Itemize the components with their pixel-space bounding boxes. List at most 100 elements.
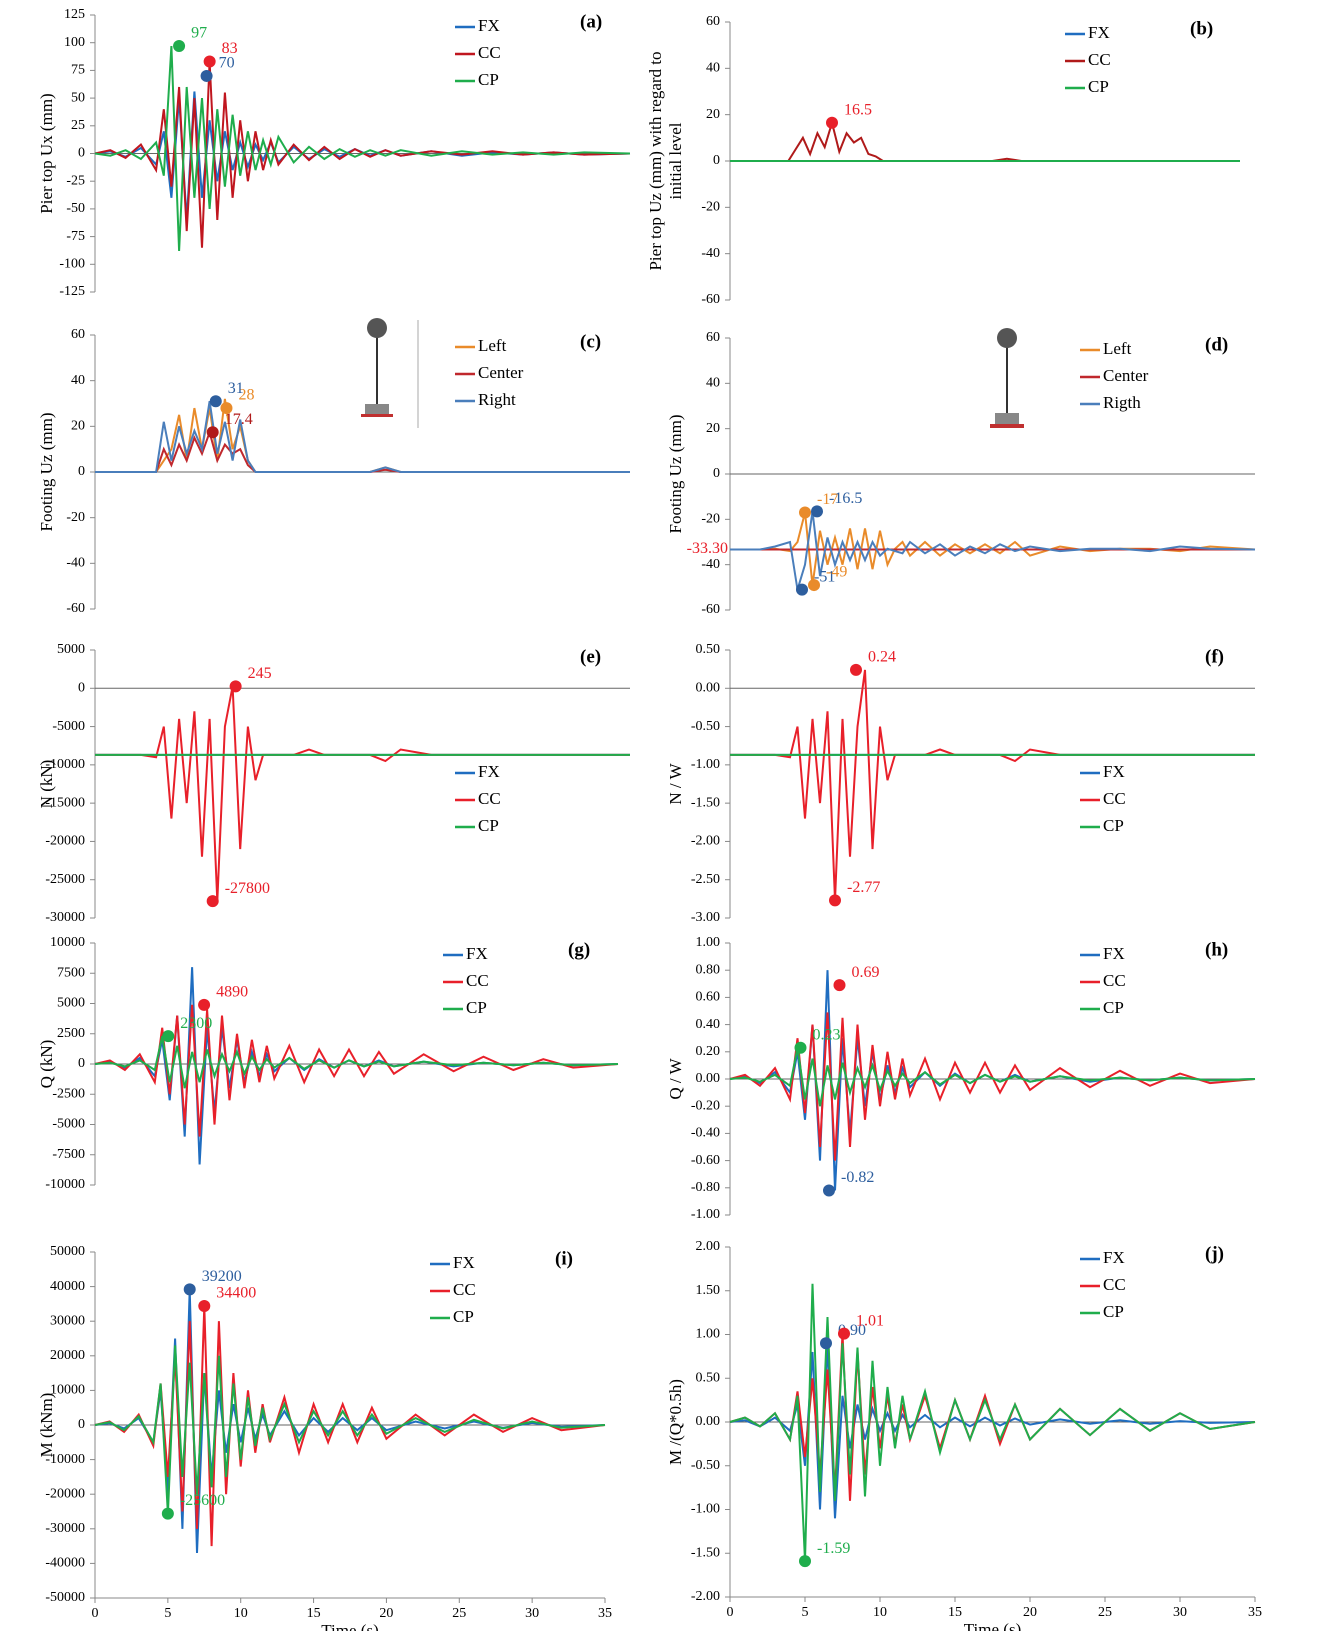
- y-tick-label: 0.80: [696, 962, 721, 977]
- y-tick-label: 40: [706, 61, 720, 76]
- annotation-dot: [799, 506, 811, 519]
- y-tick-label: -3.00: [691, 910, 720, 925]
- y-tick-label: -50: [66, 201, 85, 216]
- y-tick-label: 1.00: [696, 1327, 721, 1342]
- series-line: [94, 45, 631, 252]
- annotation-dot: [796, 583, 808, 596]
- annotation-dot: [850, 663, 862, 676]
- x-tick-label: 10: [873, 1605, 887, 1620]
- series-line: [94, 1035, 619, 1089]
- y-tick-label: 50: [71, 90, 85, 105]
- y-tick-label: -40: [701, 246, 720, 261]
- x-tick-label: 20: [379, 1606, 393, 1621]
- y-tick-label: -5000: [52, 719, 85, 734]
- y-tick-label: 5000: [57, 642, 85, 657]
- panel-label: (c): [580, 331, 601, 352]
- annotation-label: 97: [191, 25, 207, 42]
- legend-label: CP: [478, 816, 499, 835]
- x-tick-label: 0: [92, 1606, 99, 1621]
- y-tick-label: 60: [706, 330, 720, 345]
- annotation-dot: [220, 402, 233, 415]
- series-line: [729, 1283, 1256, 1562]
- y-tick-label: -40: [66, 556, 85, 571]
- y-tick-label: -30000: [45, 1521, 85, 1536]
- panel: -3.00 -2.50 -2.00 -1.50 -1.00 -0.50 0.00 0.50 N …: [666, 642, 1255, 925]
- y-tick-label: -1.00: [691, 757, 720, 772]
- y-tick-label: -10000: [45, 757, 85, 772]
- annotation-dot: [794, 1041, 807, 1054]
- y-tick-label: 60: [706, 14, 720, 29]
- legend-label: CC: [466, 971, 489, 990]
- legend-label: FX: [1103, 762, 1125, 781]
- annotation-dot: [829, 894, 841, 907]
- y-tick-label: -60: [701, 602, 720, 617]
- annotation-label: 245: [248, 665, 272, 682]
- y-tick-label: -50000: [45, 1590, 85, 1605]
- y-axis-label: Q / W: [666, 1057, 685, 1099]
- y-axis-label: M /(Q*0.5h): [666, 1379, 685, 1465]
- x-tick-label: 30: [525, 1606, 539, 1621]
- y-tick-label: 0: [713, 153, 720, 168]
- series-line: [729, 1047, 1256, 1107]
- annotation-dot: [811, 505, 823, 518]
- legend-label: Center: [478, 363, 524, 382]
- legend-label: FX: [1103, 944, 1125, 963]
- legend-label: FX: [1088, 23, 1110, 42]
- annotation-label: 39200: [202, 1268, 242, 1285]
- y-tick-label: 25: [71, 118, 85, 133]
- series-line: [730, 511, 1256, 590]
- y-tick-label: 0.00: [696, 1071, 721, 1086]
- x-tick-label: 10: [234, 1606, 248, 1621]
- y-tick-label: 75: [71, 63, 85, 78]
- y-tick-label: -1.50: [691, 795, 720, 810]
- y-tick-label: 7500: [57, 965, 85, 980]
- y-axis-label: M (kNm): [37, 1393, 56, 1458]
- pier-icon: [361, 318, 419, 428]
- legend-label: FX: [453, 1253, 475, 1272]
- annotation-dot: [838, 1327, 850, 1340]
- y-tick-label: -7500: [52, 1147, 85, 1162]
- y-tick-label: 5000: [57, 996, 85, 1011]
- series-line: [730, 119, 1240, 162]
- y-tick-label: 50000: [50, 1244, 85, 1259]
- y-tick-label: -2.00: [691, 834, 720, 849]
- y-tick-label: 40: [706, 376, 720, 391]
- legend-label: CC: [453, 1280, 476, 1299]
- panel: -60 -40 -20 0 20 40 60 Footing Uz (mm) Left Cente…: [37, 327, 630, 616]
- y-tick-label: 0.00: [696, 681, 721, 696]
- y-tick-label: -2.00: [691, 1589, 720, 1604]
- y-tick-label: -20: [66, 510, 85, 525]
- annotation-dot: [200, 69, 213, 82]
- y-tick-label: -40000: [45, 1556, 85, 1571]
- y-tick-label: 0: [78, 681, 85, 696]
- panel: -60 -40 -20 0 20 40 60 Footing Uz (mm) Left Cente…: [666, 330, 1256, 617]
- y-tick-label: -25000: [45, 872, 85, 887]
- legend-label: Left: [478, 336, 507, 355]
- annotation-label: 2300: [180, 1015, 212, 1032]
- y-tick-label: -100: [59, 257, 85, 272]
- panel-label: (e): [580, 646, 601, 667]
- legend-label: Rigth: [1103, 393, 1141, 412]
- annotation-dot: [161, 1507, 174, 1520]
- y-tick-label: 0.20: [696, 1044, 721, 1059]
- annotation-label: 83: [222, 40, 238, 57]
- annotation-label: 28: [238, 387, 254, 404]
- panel: -30000 -25000 -20000 -15000 -10000 -5000 0 5000…: [37, 642, 630, 925]
- pier-icon: [990, 328, 1024, 428]
- annotation-dot: [209, 395, 222, 408]
- annotation-label: -2.77: [847, 879, 880, 896]
- y-tick-label: 0.50: [696, 642, 721, 657]
- y-tick-label: 0: [78, 1417, 85, 1432]
- y-tick-label: -20000: [45, 834, 85, 849]
- y-tick-label: -2500: [52, 1086, 85, 1101]
- annotation-dot: [833, 979, 846, 992]
- annotation-dot: [826, 116, 838, 129]
- legend-label: FX: [1103, 1248, 1125, 1267]
- y-tick-label: 10000: [50, 935, 85, 950]
- y-tick-label: 10000: [50, 1383, 85, 1398]
- panel-label: (f): [1205, 646, 1224, 667]
- series-line: [729, 1012, 1256, 1161]
- annotation-label: 1.01: [856, 1312, 884, 1329]
- legend-label: Left: [1103, 339, 1132, 358]
- x-tick-label: 5: [164, 1606, 171, 1621]
